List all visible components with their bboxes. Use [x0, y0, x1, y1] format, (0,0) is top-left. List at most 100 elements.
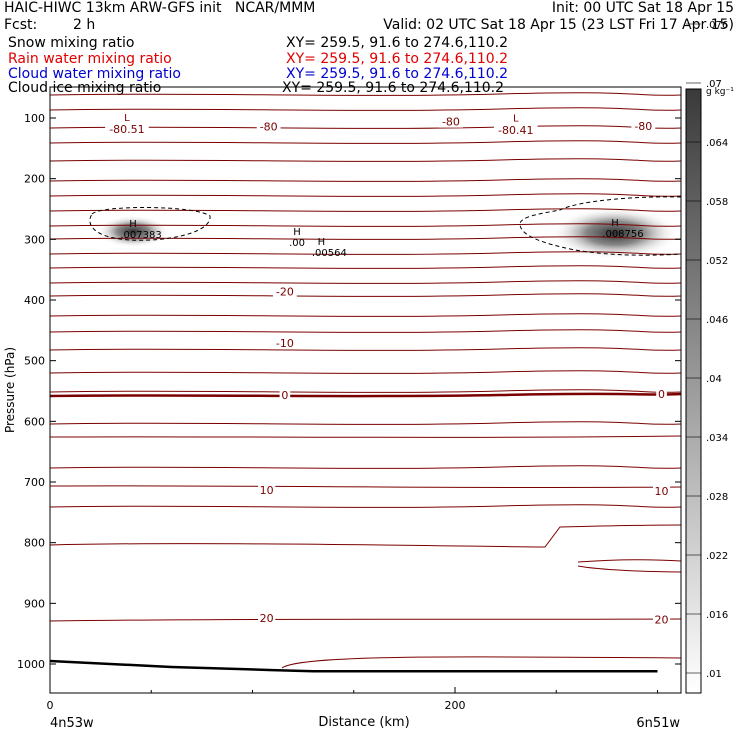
isotherm-lower-5	[49, 618, 682, 622]
colorbar-label: .076	[706, 20, 728, 31]
field-xy-cloud-ice: XY= 259.5, 91.6 to 274.6,110.2	[282, 80, 505, 96]
colorbar-label: .028	[706, 492, 728, 503]
y-tick-label: 100	[24, 112, 45, 125]
contour-labels: -80.51 -80 -80 -80.41 -80 -20 -10 0 0 10 10 20 20	[105, 115, 671, 627]
isotherm-lower-1	[49, 485, 682, 489]
contour-label-bg	[258, 483, 276, 496]
field-xy-snow: XY= 259.5, 91.6 to 274.6,110.2	[286, 35, 509, 51]
isotherm-line-5	[49, 178, 682, 182]
field-xy-rain: XY= 259.5, 91.6 to 274.6,110.2	[286, 51, 509, 67]
contour-label: 0	[281, 389, 288, 402]
x-axis-title: Distance (km)	[318, 715, 409, 730]
isotherm-line-21	[49, 504, 682, 508]
colorbar-label: .07	[706, 79, 722, 90]
isotherm-line-8	[49, 223, 682, 227]
snow-blob-0	[97, 215, 170, 248]
field-name-rain: Rain water mixing ratio	[8, 51, 172, 67]
y-tick-label: 600	[24, 415, 45, 428]
colorbar-label: .04	[706, 374, 722, 385]
header-fcst-label: Fcst:	[4, 17, 38, 33]
contour-label-bg	[258, 611, 276, 624]
contour-label-bg	[652, 613, 671, 626]
isotherm-line-10	[49, 251, 682, 255]
colorbar: g kg⁻¹ .01 .016 .022 .028 .034 .04 .046 .052 .058…	[685, 20, 734, 694]
y-tick-label: 400	[24, 294, 45, 307]
extremum-value: .007383	[120, 230, 161, 241]
contour-label: -10	[276, 337, 294, 350]
cloud-ice-contours	[89, 196, 682, 256]
y-tick-label: 700	[24, 476, 45, 489]
isotherm-line-zero	[49, 392, 682, 398]
y-tick-label: 200	[24, 173, 45, 186]
ice-contour-left	[89, 207, 211, 241]
isotherm-lower-6	[281, 656, 682, 669]
colorbar-label: .058	[706, 197, 728, 208]
colorbar-label: .064	[706, 138, 728, 149]
y-tick-label: 800	[24, 537, 45, 550]
contour-label: -80	[442, 116, 460, 129]
contour-label: 0	[658, 388, 665, 401]
contour-label: -20	[276, 286, 294, 299]
y-tick-label: 900	[24, 597, 45, 610]
isotherm-line-20	[49, 465, 682, 469]
snow-blob-1	[550, 207, 679, 260]
isotherm-line-17	[49, 370, 682, 374]
y-tick-label: 300	[24, 233, 45, 246]
contour-label: 20	[260, 612, 274, 625]
colorbar-label: .01	[706, 669, 722, 680]
contour-label-bg	[273, 285, 297, 298]
colorbar-label: .016	[706, 610, 728, 621]
colorbar-label: .022	[706, 551, 728, 562]
colorbar-label: .046	[706, 315, 728, 326]
extremum-value: .008756	[602, 229, 643, 240]
extremum-H: H	[318, 237, 326, 248]
x-tick-label: 0	[47, 699, 54, 712]
terrain-line	[49, 659, 658, 673]
isotherm-line-11	[49, 265, 682, 269]
header-valid-time: Valid: 02 UTC Sat 18 Apr 15 (23 LST Fri …	[383, 17, 734, 33]
isotherm-line-18	[49, 389, 682, 393]
isotherm-line-3	[49, 140, 682, 144]
contour-label: -80.51	[109, 123, 144, 136]
isotherm-line-14	[49, 313, 682, 317]
field-name-cloud-water: Cloud water mixing ratio	[8, 66, 181, 82]
isotherm-line-6	[49, 193, 682, 197]
contour-label-bg	[439, 115, 463, 128]
contour-label: -80	[634, 120, 652, 133]
contour-label-bg	[493, 124, 538, 137]
header-init-time: Init: 00 UTC Sat 18 Apr 15	[551, 0, 734, 16]
isotherm-line-7	[49, 208, 682, 212]
temperature-contours	[49, 92, 682, 669]
extremum-H: H	[293, 227, 301, 238]
isotherm-line-4	[49, 158, 682, 162]
snow-shading	[97, 207, 679, 260]
isotherm-lower-4	[577, 565, 682, 573]
extremum-value: .00564	[312, 248, 347, 259]
contour-label: -80	[260, 120, 278, 133]
isotherm-line-19	[49, 421, 682, 425]
contour-label-bg	[652, 485, 671, 498]
extremum-L: L	[124, 113, 130, 124]
contour-label: 20	[655, 614, 669, 627]
contour-label: 10	[655, 485, 669, 498]
field-name-snow: Snow mixing ratio	[8, 35, 135, 51]
y-tick-label: 500	[24, 355, 45, 368]
isotherm-line-0	[49, 92, 682, 96]
isotherm-lower-0	[49, 435, 682, 438]
plot-frame	[49, 86, 682, 694]
contour-label-bg	[656, 388, 667, 401]
extremum-value: .00	[289, 238, 305, 249]
isotherm-line-1	[49, 107, 682, 111]
colorbar-bar	[685, 88, 702, 694]
isotherm-line-13	[49, 293, 682, 297]
contour-label: -80.41	[498, 124, 533, 137]
field-xy-cloud-water: XY= 259.5, 91.6 to 274.6,110.2	[286, 66, 509, 82]
left-endpoint-label: 4n53w	[50, 716, 94, 731]
ice-contour-right	[519, 196, 682, 256]
isotherm-line-15	[49, 329, 682, 333]
colorbar-unit: g kg⁻¹	[706, 87, 734, 97]
contour-label: 10	[260, 484, 274, 497]
